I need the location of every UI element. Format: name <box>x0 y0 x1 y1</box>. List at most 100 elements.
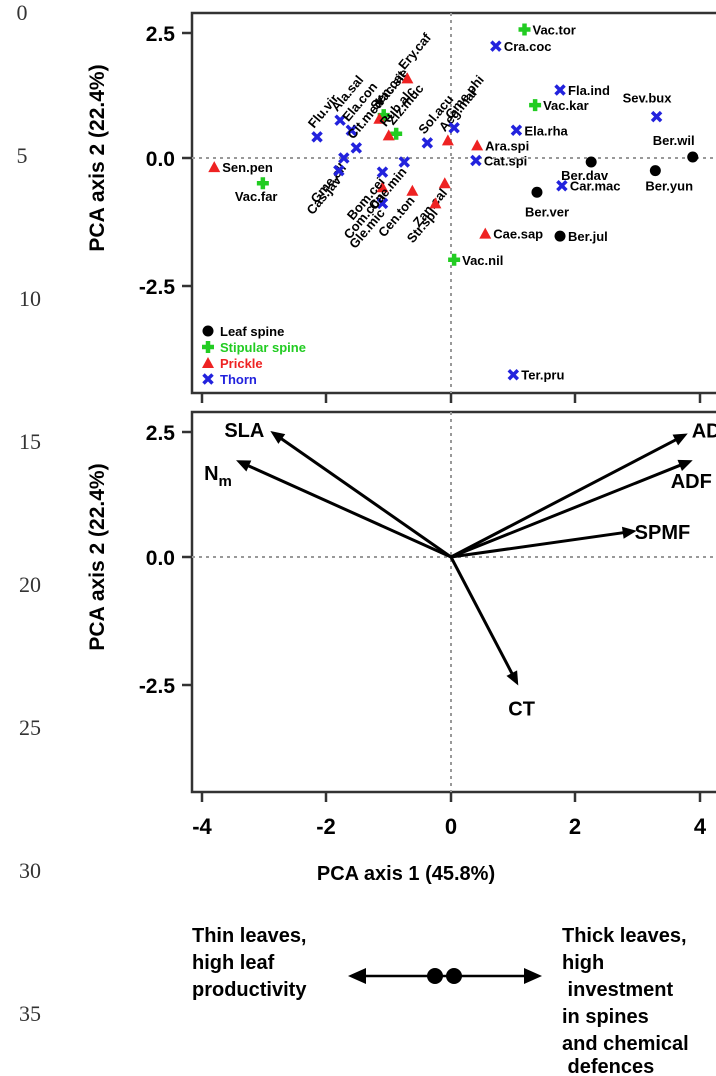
data-point <box>406 184 419 196</box>
annotation-dot-right <box>446 968 462 984</box>
x-tick-label: -4 <box>192 814 212 839</box>
vector-arrowhead <box>506 670 519 686</box>
data-point <box>518 23 531 36</box>
data-point <box>401 72 414 84</box>
data-point <box>471 139 484 151</box>
point-label: Ery.caf <box>395 30 434 73</box>
legend-marker <box>202 341 214 353</box>
point-label: Ber.dav <box>561 168 609 183</box>
vector-shaft <box>450 436 680 559</box>
data-point <box>311 131 323 143</box>
point-label: Fla.ind <box>568 83 610 98</box>
point-label: Vac.tor <box>533 22 576 37</box>
point-label: Car.mac <box>570 179 621 194</box>
vector-label: ADL <box>692 421 716 443</box>
legend-marker <box>202 325 214 337</box>
biplot-x-ticks: -4 -2 0 2 4 <box>192 792 707 839</box>
vector-shaft <box>450 530 627 559</box>
data-point <box>448 122 460 134</box>
annotation-dot-left <box>427 968 443 984</box>
y-tick-label: 0.0 <box>146 547 175 570</box>
legend-label: Leaf spine <box>220 324 284 339</box>
vector-arrowhead <box>270 431 286 444</box>
point-label: Cat.spi <box>484 154 527 169</box>
biplot-y-axis-label: PCA axis 2 (22.4%) <box>86 463 109 650</box>
data-point <box>687 151 699 163</box>
data-point <box>421 137 434 149</box>
legend-marker <box>202 373 214 385</box>
annotation: Thin leaves, high leaf productivity Thic… <box>192 925 689 1076</box>
point-label: Ber.ver <box>525 204 569 219</box>
data-point <box>507 368 520 381</box>
biplot-y-ticks: 2.5 0.0 -2.5 <box>139 422 192 698</box>
legend-label: Prickle <box>220 356 263 371</box>
data-point <box>585 156 597 168</box>
data-point <box>382 129 395 141</box>
data-point <box>554 230 566 242</box>
scatter-x-ticks <box>200 393 702 403</box>
point-label: Ber.yun <box>645 179 693 194</box>
point-label: Vac.nil <box>462 253 503 268</box>
point-label: Sev.bux <box>623 91 673 106</box>
row-number-column: 0 5 10 15 20 25 30 35 <box>17 0 42 1026</box>
y-tick-label: 2.5 <box>146 23 176 46</box>
annotation-left-line: high leaf <box>192 952 275 974</box>
data-point <box>470 154 482 167</box>
annotation-right-line: investment <box>562 979 673 1001</box>
data-point <box>510 124 523 137</box>
point-label: Ter.pru <box>521 368 564 383</box>
data-point <box>334 114 346 126</box>
data-point <box>373 112 386 124</box>
data-point <box>556 179 568 192</box>
y-tick-label: -2.5 <box>139 276 176 299</box>
vector-label: SLA <box>224 420 264 442</box>
point-label: Vac.far <box>235 189 278 204</box>
biplot-x-axis-label: PCA axis 1 (45.8%) <box>317 863 495 885</box>
y-tick-label: 2.5 <box>146 422 176 445</box>
data-point <box>531 186 543 198</box>
data-point <box>479 227 492 239</box>
vector-label: ADF <box>671 471 712 493</box>
vector-shaft <box>244 462 452 559</box>
vector-arrowhead <box>672 433 688 446</box>
data-point <box>529 99 542 112</box>
point-label: Ela.rha <box>524 123 568 138</box>
y-tick-label: -2.5 <box>139 675 176 698</box>
point-label: Sen.pen <box>222 160 273 175</box>
data-point <box>345 124 358 137</box>
vector-arrowhead <box>621 526 637 539</box>
annotation-right-line: high <box>562 952 604 974</box>
legend-label: Thorn <box>220 372 257 387</box>
point-label: Cra.coc <box>504 39 552 54</box>
x-tick-label: -2 <box>316 814 336 839</box>
vector-arrowhead <box>677 459 693 472</box>
data-point <box>333 164 345 177</box>
data-point <box>429 197 442 209</box>
vector-shaft <box>449 556 515 678</box>
biplot-plot-frame <box>190 410 716 794</box>
point-label: Cae.sap <box>493 227 543 242</box>
row-number: 0 <box>17 0 28 25</box>
vector-label: Nm <box>204 463 232 490</box>
row-number: 10 <box>19 286 41 311</box>
vector-arrowhead <box>236 460 252 472</box>
data-point <box>338 152 350 164</box>
scatter-plot-frame <box>190 11 716 395</box>
scatter-y-ticks: 2.5 0.0 -2.5 <box>139 23 192 299</box>
row-number: 35 <box>19 1001 41 1026</box>
vector-shaft <box>450 462 684 559</box>
data-point <box>554 84 566 96</box>
annotation-arrow-right-head <box>524 968 542 984</box>
scatter-y-axis-label: PCA axis 2 (22.4%) <box>86 64 109 251</box>
biplot-panel: 2.5 0.0 -2.5 -4 -2 0 2 4 PCA axis 2 (22.… <box>86 410 716 885</box>
vector-label-subscript: m <box>219 473 232 490</box>
data-point <box>398 156 411 168</box>
row-number: 25 <box>19 715 41 740</box>
annotation-arrow-left-head <box>348 968 366 984</box>
vector-label: CT <box>508 699 535 721</box>
point-label: Vac.kar <box>543 98 589 113</box>
annotation-right-line: in spines <box>562 1006 649 1028</box>
data-point <box>376 166 389 178</box>
y-tick-label: 0.0 <box>146 148 175 171</box>
